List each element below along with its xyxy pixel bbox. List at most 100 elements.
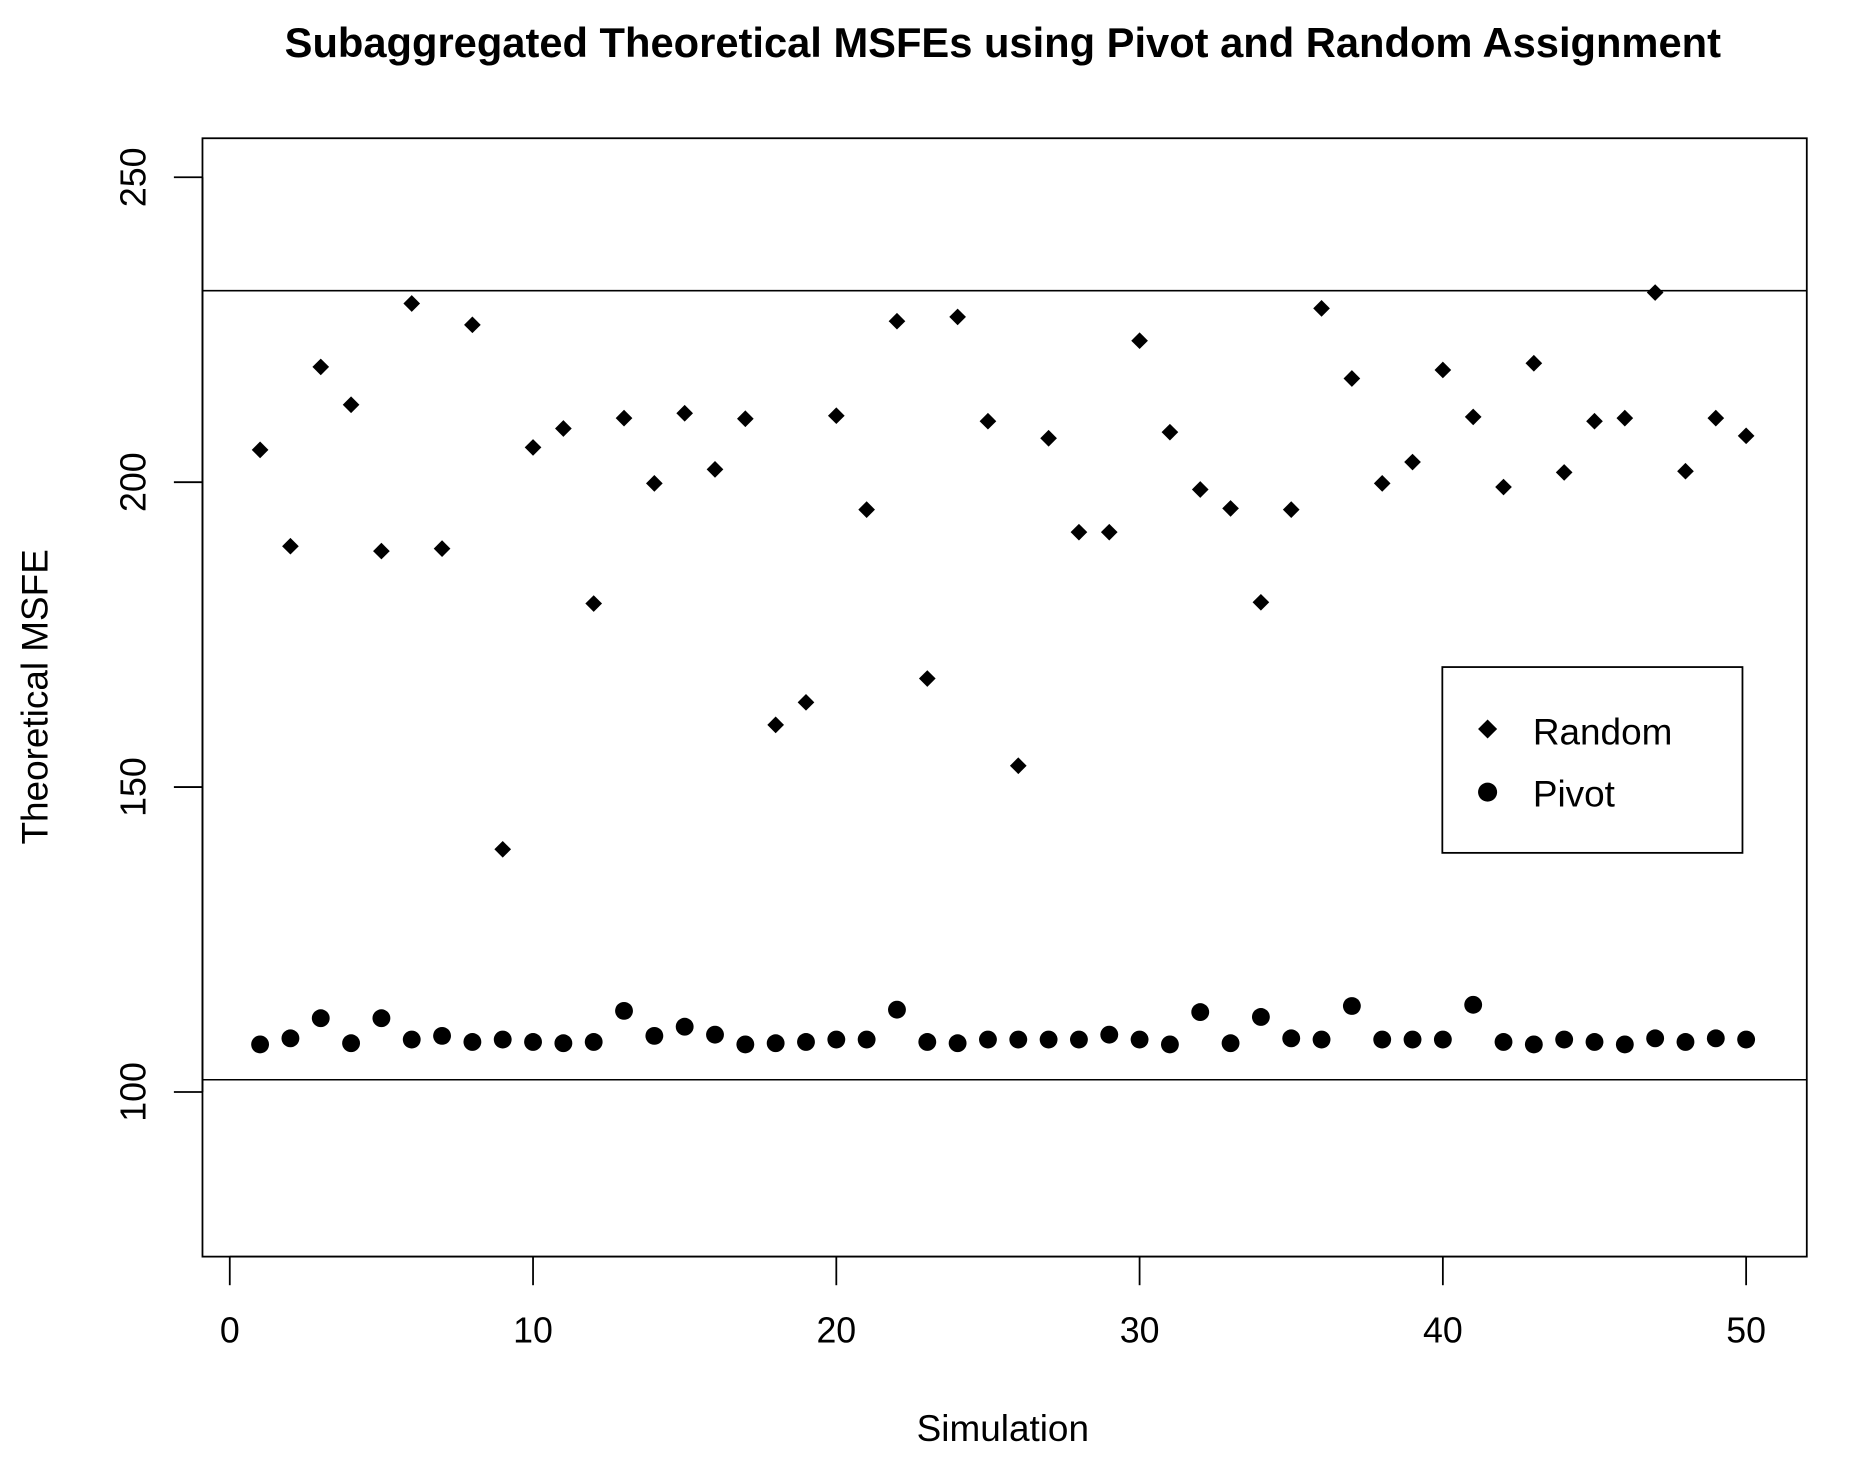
random-point xyxy=(1040,429,1057,447)
pivot-point xyxy=(1069,1030,1088,1049)
pivot-point xyxy=(979,1030,997,1049)
random-point xyxy=(1555,464,1573,481)
random-point xyxy=(827,407,845,425)
pivot-point xyxy=(584,1033,603,1051)
pivot-point xyxy=(281,1029,300,1048)
y-tick-label: 250 xyxy=(113,147,153,207)
pivot-point xyxy=(1615,1035,1634,1054)
pivot-point xyxy=(554,1034,573,1053)
pivot-point xyxy=(342,1034,361,1053)
pivot-point xyxy=(736,1035,755,1054)
pivot-point xyxy=(766,1034,785,1053)
random-point xyxy=(1646,284,1664,301)
random-point xyxy=(1222,500,1239,517)
random-point xyxy=(464,316,481,334)
pivot-point xyxy=(1342,997,1361,1015)
legend-marker-pivot xyxy=(1478,782,1498,802)
random-point xyxy=(1525,354,1543,372)
pivot-point xyxy=(706,1025,724,1044)
pivot-point xyxy=(675,1017,694,1036)
chart-title: Subaggregated Theoretical MSFEs using Pi… xyxy=(285,19,1721,66)
x-axis-label: Simulation xyxy=(917,1408,1089,1449)
random-point xyxy=(312,358,330,376)
random-point xyxy=(433,540,451,557)
random-point xyxy=(1434,361,1452,379)
random-point xyxy=(767,716,784,734)
random-point xyxy=(918,670,936,687)
pivot-point xyxy=(1130,1030,1149,1049)
random-point xyxy=(1677,462,1694,480)
random-point xyxy=(858,501,875,518)
random-point xyxy=(1009,757,1027,775)
pivot-point xyxy=(1737,1030,1756,1049)
random-point xyxy=(1161,423,1179,441)
legend: Random Pivot xyxy=(1441,666,1744,854)
random-point xyxy=(646,475,663,492)
random-point xyxy=(1191,481,1209,498)
random-point xyxy=(1404,453,1421,471)
y-axis-label: Theoretical MSFE xyxy=(15,549,56,844)
pivot-point xyxy=(1524,1035,1543,1054)
pivot-point xyxy=(1282,1029,1301,1048)
random-point xyxy=(888,312,906,330)
pivot-point xyxy=(1706,1029,1725,1048)
pivot-point xyxy=(888,1000,906,1019)
y-tick-label: 200 xyxy=(113,452,153,512)
random-point xyxy=(949,308,966,326)
random-point xyxy=(1070,523,1088,541)
random-point xyxy=(1100,523,1118,541)
y-tick-label: 150 xyxy=(113,757,153,817)
x-tick-label: 50 xyxy=(1726,1310,1766,1350)
random-point xyxy=(979,412,997,430)
pivot-point xyxy=(1555,1030,1574,1049)
random-point xyxy=(1707,409,1725,427)
pivot-point xyxy=(251,1035,270,1054)
random-point xyxy=(282,537,299,555)
random-point xyxy=(494,840,512,858)
y-axis: 100 150 200 250 xyxy=(113,147,204,1122)
pivot-point xyxy=(797,1033,815,1051)
random-point xyxy=(797,693,815,711)
pivot-point xyxy=(615,1001,633,1020)
y-tick-label: 100 xyxy=(113,1062,153,1122)
legend-box xyxy=(1441,666,1744,854)
pivot-point xyxy=(372,1009,391,1028)
x-tick-label: 40 xyxy=(1423,1310,1463,1350)
random-point xyxy=(1464,408,1482,426)
random-point xyxy=(373,542,390,560)
random-point xyxy=(1313,300,1330,317)
pivot-point xyxy=(1676,1033,1695,1051)
pivot-point xyxy=(1009,1030,1028,1049)
random-point xyxy=(1252,593,1270,611)
pivot-point xyxy=(1191,1003,1210,1022)
legend-label-random: Random xyxy=(1533,711,1673,752)
pivot-point xyxy=(463,1033,482,1051)
pivot-point xyxy=(433,1026,451,1045)
pivot-point xyxy=(1403,1030,1422,1049)
random-point xyxy=(403,295,421,312)
random-point xyxy=(342,396,360,414)
random-point xyxy=(1373,475,1391,492)
random-point xyxy=(706,461,724,478)
x-tick-label: 10 xyxy=(513,1310,553,1350)
pivot-point xyxy=(524,1033,542,1051)
random-point xyxy=(615,409,633,427)
pivot-point xyxy=(918,1033,937,1051)
pivot-point xyxy=(948,1034,967,1053)
random-point xyxy=(251,441,269,459)
random-point xyxy=(676,404,694,422)
pivot-point xyxy=(1221,1034,1240,1053)
random-point xyxy=(736,410,754,428)
legend-label-pivot: Pivot xyxy=(1533,773,1615,814)
pivot-point xyxy=(1373,1030,1392,1049)
x-axis: 0 10 20 30 40 50 xyxy=(220,1255,1766,1350)
pivot-point xyxy=(1646,1029,1665,1048)
random-point xyxy=(524,439,542,456)
random-point xyxy=(585,595,603,612)
x-tick-label: 0 xyxy=(220,1310,240,1350)
pivot-point xyxy=(493,1030,512,1049)
pivot-point xyxy=(1433,1030,1452,1049)
random-point xyxy=(1616,409,1634,427)
pivot-point xyxy=(645,1026,664,1045)
